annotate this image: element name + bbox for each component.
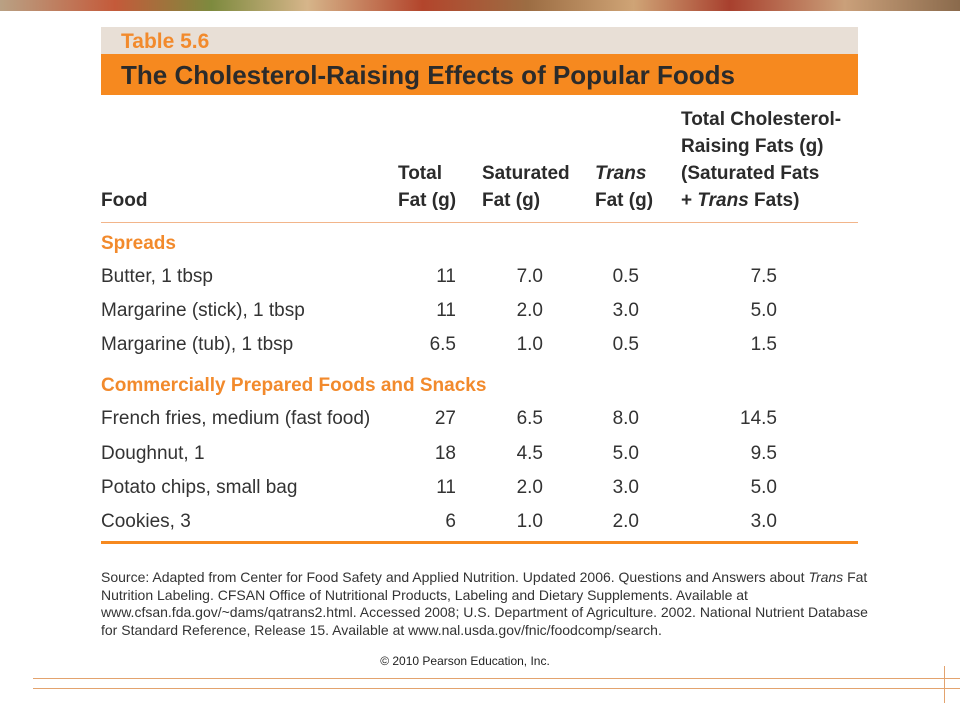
cell-saturated-fat: 1.0 xyxy=(516,511,543,532)
cell-trans-fat: 8.0 xyxy=(612,408,639,429)
table-row: French fries, medium (fast food) 27 6.5 … xyxy=(0,408,960,434)
table-row: Margarine (stick), 1 tbsp 11 2.0 3.0 5.0 xyxy=(0,300,960,326)
table-row: Doughnut, 1 18 4.5 5.0 9.5 xyxy=(0,443,960,469)
section-heading-spreads: Spreads xyxy=(101,233,176,254)
cell-cholesterol-raising: 7.5 xyxy=(750,266,777,287)
cell-total-fat: 27 xyxy=(434,408,456,429)
cell-trans-fat: 5.0 xyxy=(612,443,639,464)
cell-food: Butter, 1 tbsp xyxy=(101,266,213,287)
cell-food: Potato chips, small bag xyxy=(101,477,298,498)
cell-total-fat: 11 xyxy=(436,477,456,498)
table-label: Table 5.6 xyxy=(121,30,210,53)
cell-trans-fat: 0.5 xyxy=(612,334,639,355)
cell-saturated-fat: 1.0 xyxy=(516,334,543,355)
cell-cholesterol-raising: 5.0 xyxy=(750,477,777,498)
cell-food: Doughnut, 1 xyxy=(101,443,205,464)
table-title-band: The Cholesterol-Raising Effects of Popul… xyxy=(101,54,858,95)
table-row: Cookies, 3 6 1.0 2.0 3.0 xyxy=(0,511,960,537)
cell-cholesterol-raising: 5.0 xyxy=(750,300,777,321)
copyright-notice: © 2010 Pearson Education, Inc. xyxy=(380,654,550,668)
header-total-fat: Total Fat (g) xyxy=(398,163,457,211)
table-title: The Cholesterol-Raising Effects of Popul… xyxy=(121,60,735,90)
table-label-band: Table 5.6 xyxy=(101,27,858,54)
cell-total-fat: 11 xyxy=(436,300,456,321)
header-cholesterol-raising: Total Cholesterol- Raising Fats (g) (Sat… xyxy=(681,109,842,211)
cell-food: Cookies, 3 xyxy=(101,511,191,532)
cell-total-fat: 11 xyxy=(436,266,456,287)
source-note: Source: Adapted from Center for Food Saf… xyxy=(101,569,868,638)
cell-trans-fat: 3.0 xyxy=(612,300,639,321)
header-food: Food xyxy=(101,190,148,211)
cell-saturated-fat: 4.5 xyxy=(516,443,543,464)
header-saturated-fat: Saturated Fat (g) xyxy=(482,163,570,211)
cell-cholesterol-raising: 1.5 xyxy=(750,334,777,355)
table-row: Butter, 1 tbsp 11 7.0 0.5 7.5 xyxy=(0,266,960,292)
header-divider xyxy=(101,222,858,223)
cell-trans-fat: 2.0 xyxy=(612,511,639,532)
cell-food: Margarine (tub), 1 tbsp xyxy=(101,334,294,355)
footer-rule-vertical xyxy=(944,666,945,703)
cell-total-fat: 6.5 xyxy=(429,334,456,355)
cell-cholesterol-raising: 3.0 xyxy=(750,511,777,532)
cell-cholesterol-raising: 9.5 xyxy=(750,443,777,464)
table-bottom-rule xyxy=(101,541,858,544)
cell-food: Margarine (stick), 1 tbsp xyxy=(101,300,305,321)
footer-rule-bottom xyxy=(33,688,960,689)
header-trans-fat: Trans Fat (g) xyxy=(595,163,654,211)
decorative-header-strip xyxy=(0,0,960,11)
footer-rule-top xyxy=(33,678,960,679)
table-row: Potato chips, small bag 11 2.0 3.0 5.0 xyxy=(0,477,960,503)
cell-total-fat: 6 xyxy=(445,511,456,532)
cell-trans-fat: 0.5 xyxy=(612,266,639,287)
cell-food: French fries, medium (fast food) xyxy=(101,408,371,429)
cell-trans-fat: 3.0 xyxy=(612,477,639,498)
cell-saturated-fat: 2.0 xyxy=(516,477,543,498)
cell-saturated-fat: 7.0 xyxy=(516,266,543,287)
table-row: Margarine (tub), 1 tbsp 6.5 1.0 0.5 1.5 xyxy=(0,334,960,360)
section-heading-commercial-foods: Commercially Prepared Foods and Snacks xyxy=(101,375,487,396)
cell-saturated-fat: 2.0 xyxy=(516,300,543,321)
cell-saturated-fat: 6.5 xyxy=(516,408,543,429)
cell-cholesterol-raising: 14.5 xyxy=(740,408,777,429)
cell-total-fat: 18 xyxy=(434,443,456,464)
